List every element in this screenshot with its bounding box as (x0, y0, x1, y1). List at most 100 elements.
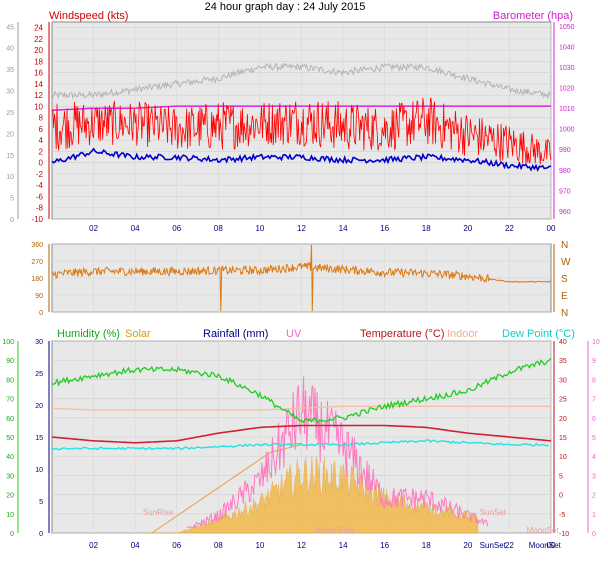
outer-axis-tick-label: 30 (6, 89, 14, 96)
wind-y-tick-label: 14 (34, 80, 43, 89)
barometer-tick-label: 990 (559, 147, 571, 154)
humidity-tick-label: 30 (6, 473, 14, 480)
wind-y-tick-label: -2 (36, 170, 44, 179)
climate-x-tick-label: 16 (380, 541, 389, 550)
outer-axis-tick-label: 20 (6, 131, 14, 138)
uv-tick-label: 7 (592, 397, 596, 404)
temperature-tick-label: 20 (559, 416, 567, 423)
wind-y-tick-label: 24 (34, 24, 43, 33)
rain-tick-label: 5 (39, 499, 43, 506)
barometer-tick-label: 1040 (559, 45, 575, 52)
compass-label: E (561, 291, 568, 302)
uv-tick-label: 8 (592, 377, 596, 384)
temperature-tick-label: -10 (559, 531, 569, 538)
compass-label: S (561, 274, 568, 285)
moonset-event-label: MoonSet (527, 526, 560, 535)
windspeed-label: Windspeed (kts) (49, 10, 128, 22)
uv-series (186, 376, 489, 530)
barometer-tick-label: 1030 (559, 65, 575, 72)
humidity-series (51, 357, 552, 425)
chart-marks-layer: -10-8-6-4-202468101214161820222405101520… (2, 21, 600, 550)
wind-x-tick-label: 02 (89, 224, 98, 233)
humidity-tick-label: 10 (6, 512, 14, 519)
wind-y-tick-label: 2 (39, 147, 44, 156)
wind-y-tick-label: 16 (34, 69, 43, 78)
temperature-tick-label: 10 (559, 454, 567, 461)
climate-x-tick-label: 02 (89, 541, 98, 550)
uv-tick-label: 0 (592, 531, 596, 538)
temperature-tick-label: 5 (559, 473, 563, 480)
direction-panel (48, 243, 555, 313)
wind-y-tick-label: 10 (34, 102, 43, 111)
solar-label: Solar (125, 328, 151, 340)
rainfall-label: Rainfall (mm) (203, 328, 268, 340)
temperature-series (51, 424, 552, 444)
temperature-tick-label: 15 (559, 435, 567, 442)
page-title: 24 hour graph day : 24 July 2015 (205, 1, 366, 13)
temperature-tick-label: 25 (559, 397, 567, 404)
barometer-tick-label: 1050 (559, 24, 575, 31)
wind-y-tick-label: 0 (39, 159, 44, 168)
uv-tick-label: 2 (592, 493, 596, 500)
dew-point-series (51, 439, 549, 451)
temperature-tick-label: 30 (559, 377, 567, 384)
indoor-temperature-series (51, 405, 551, 411)
wind-x-tick-label: 12 (297, 224, 306, 233)
dewpoint-label: Dew Point (°C) (502, 328, 575, 340)
wind-x-tick-label: 06 (172, 224, 181, 233)
wind-x-tick-label: 04 (131, 224, 140, 233)
climate-x-tick-label: 14 (339, 541, 348, 550)
sunset-event-label: SunSet (480, 508, 507, 517)
outer-axis-tick-label: 25 (6, 110, 14, 117)
rain-tick-label: 10 (35, 467, 43, 474)
rain-tick-label: 0 (39, 531, 43, 538)
outer-axis-tick-label: 35 (6, 67, 14, 74)
uv-tick-label: 1 (592, 512, 596, 519)
barometer-tick-label: 970 (559, 188, 571, 195)
barometer-tick-label: 960 (559, 209, 571, 216)
climate-x-tick-label: 18 (422, 541, 431, 550)
rain-tick-label: 15 (35, 435, 43, 442)
solar-ramp-line (151, 444, 302, 534)
uv-label: UV (286, 328, 302, 340)
gray-wind-series (51, 62, 551, 100)
uv-tick-label: 6 (592, 416, 596, 423)
climate-x-tick-label-00: 00 (547, 541, 556, 550)
wind-direction-series (51, 244, 552, 312)
wind-x-tick-label: 14 (339, 224, 348, 233)
wind-low-series (51, 147, 552, 173)
temperature-label: Temperature (°C) (360, 328, 444, 340)
temperature-tick-label: 40 (559, 339, 567, 346)
moonset-axis-label: MoonSet (529, 541, 562, 550)
wind-x-tick-label: 18 (422, 224, 431, 233)
barometer-series (51, 105, 551, 111)
humidity-tick-label: 0 (10, 531, 14, 538)
wind-x-tick-label: 08 (214, 224, 223, 233)
wind-y-tick-label: 8 (39, 114, 44, 123)
barometer-label: Barometer (hpa) (493, 10, 573, 22)
sunrise-event-label: SunRise (143, 508, 174, 517)
barometer-tick-label: 980 (559, 168, 571, 175)
climate-x-tick-label: 10 (255, 541, 264, 550)
wind-y-tick-label: 12 (34, 91, 43, 100)
wind-y-tick-label: -8 (36, 204, 44, 213)
climate-panel (17, 340, 589, 534)
moonrise-event-label: Moon Rise (316, 526, 355, 535)
climate-x-tick-label-22: 22 (505, 541, 514, 550)
outer-axis-tick-label: 5 (10, 196, 14, 203)
wind-x-tick-label: 10 (255, 224, 264, 233)
humidity-tick-label: 100 (2, 339, 14, 346)
wind-y-tick-label: -6 (36, 192, 44, 201)
compass-label: N (561, 240, 568, 251)
direction-tick-label: 180 (31, 276, 43, 283)
wind-y-tick-label: 18 (34, 57, 43, 66)
temperature-tick-label: 35 (559, 358, 567, 365)
uv-tick-label: 9 (592, 358, 596, 365)
climate-x-tick-label: 12 (297, 541, 306, 550)
outer-axis-tick-label: 10 (6, 174, 14, 181)
wind-x-tick-label: 22 (505, 224, 514, 233)
rain-tick-label: 25 (35, 371, 43, 378)
rain-tick-label: 30 (35, 339, 43, 346)
wind-x-tick-label: 00 (547, 224, 556, 233)
climate-x-tick-label: 20 (463, 541, 472, 550)
